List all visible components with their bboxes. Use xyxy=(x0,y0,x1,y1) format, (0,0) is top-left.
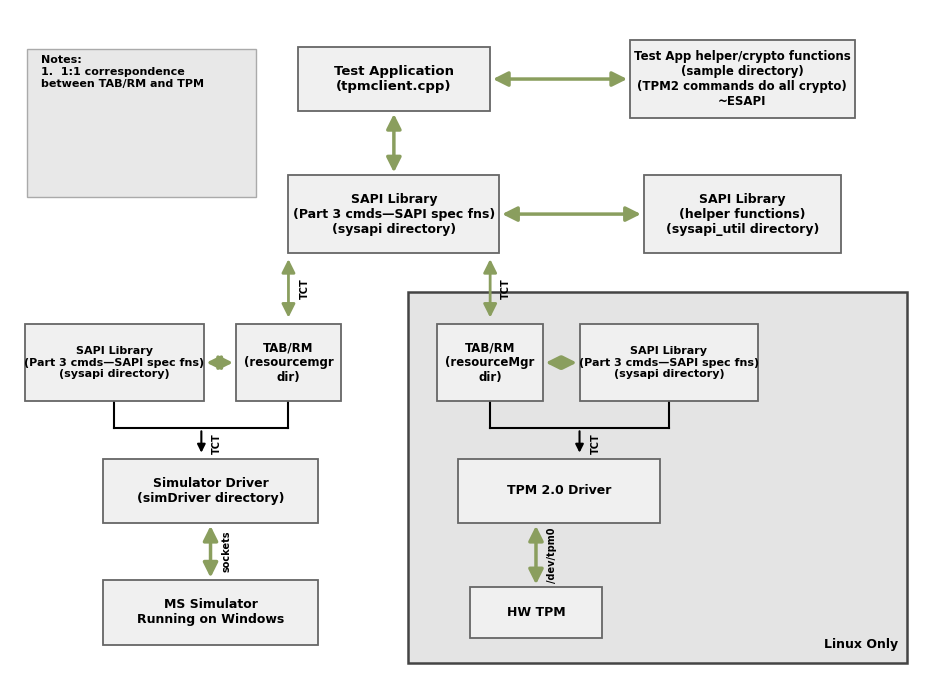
Text: MS Simulator
Running on Windows: MS Simulator Running on Windows xyxy=(137,599,285,626)
FancyBboxPatch shape xyxy=(25,324,204,401)
Text: TCT: TCT xyxy=(590,433,601,454)
Text: TAB/RM
(resourceMgr
dir): TAB/RM (resourceMgr dir) xyxy=(446,341,535,384)
FancyBboxPatch shape xyxy=(469,587,603,638)
Text: TAB/RM
(resourcemgr
dir): TAB/RM (resourcemgr dir) xyxy=(244,341,334,384)
FancyBboxPatch shape xyxy=(643,175,841,253)
Text: Notes:
1.  1:1 correspondence
between TAB/RM and TPM: Notes: 1. 1:1 correspondence between TAB… xyxy=(41,56,204,89)
FancyBboxPatch shape xyxy=(27,49,257,197)
Text: TCT: TCT xyxy=(212,433,222,454)
Text: Test App helper/crypto functions
(sample directory)
(TPM2 commands do all crypto: Test App helper/crypto functions (sample… xyxy=(634,50,851,108)
FancyBboxPatch shape xyxy=(235,324,341,401)
Text: Test Application
(tpmclient.cpp): Test Application (tpmclient.cpp) xyxy=(334,65,454,93)
Text: TPM 2.0 Driver: TPM 2.0 Driver xyxy=(507,484,611,498)
FancyBboxPatch shape xyxy=(298,47,490,111)
Text: SAPI Library
(helper functions)
(sysapi_util directory): SAPI Library (helper functions) (sysapi_… xyxy=(666,193,819,235)
Text: TCT: TCT xyxy=(299,278,310,299)
Text: /dev/tpm0: /dev/tpm0 xyxy=(547,527,557,583)
Text: SAPI Library
(Part 3 cmds—SAPI spec fns)
(sysapi directory): SAPI Library (Part 3 cmds—SAPI spec fns)… xyxy=(293,193,495,235)
Text: SAPI Library
(Part 3 cmds—SAPI spec fns)
(sysapi directory): SAPI Library (Part 3 cmds—SAPI spec fns)… xyxy=(24,346,204,379)
Text: Simulator Driver
(simDriver directory): Simulator Driver (simDriver directory) xyxy=(137,477,285,505)
FancyBboxPatch shape xyxy=(458,459,660,523)
FancyBboxPatch shape xyxy=(438,324,543,401)
FancyBboxPatch shape xyxy=(630,40,855,118)
FancyBboxPatch shape xyxy=(288,175,500,253)
FancyBboxPatch shape xyxy=(579,324,758,401)
Text: TCT: TCT xyxy=(502,278,511,299)
Text: Linux Only: Linux Only xyxy=(824,638,898,651)
FancyBboxPatch shape xyxy=(103,459,318,523)
Text: SAPI Library
(Part 3 cmds—SAPI spec fns)
(sysapi directory): SAPI Library (Part 3 cmds—SAPI spec fns)… xyxy=(578,346,759,379)
Text: sockets: sockets xyxy=(222,531,232,572)
FancyBboxPatch shape xyxy=(103,580,318,645)
FancyBboxPatch shape xyxy=(408,292,908,663)
Text: HW TPM: HW TPM xyxy=(507,606,565,619)
